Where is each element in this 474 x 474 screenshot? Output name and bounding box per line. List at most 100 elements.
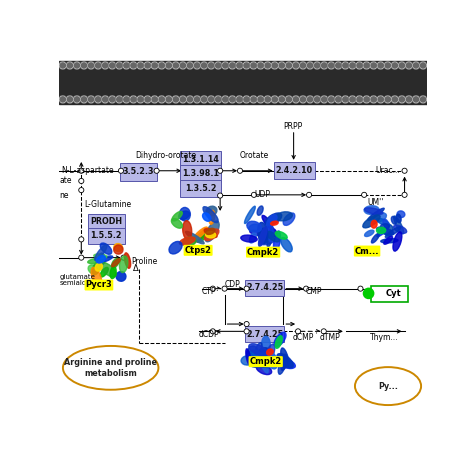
- Ellipse shape: [124, 253, 131, 268]
- Text: UDP: UDP: [254, 191, 270, 200]
- Ellipse shape: [179, 211, 190, 219]
- Circle shape: [82, 97, 87, 102]
- Ellipse shape: [206, 228, 215, 235]
- Circle shape: [251, 63, 256, 68]
- Circle shape: [108, 61, 117, 70]
- Circle shape: [362, 192, 367, 197]
- Circle shape: [391, 61, 399, 70]
- Circle shape: [293, 97, 299, 102]
- Circle shape: [152, 63, 157, 68]
- Ellipse shape: [276, 212, 292, 221]
- Circle shape: [358, 286, 363, 291]
- Circle shape: [391, 95, 399, 104]
- Circle shape: [244, 97, 249, 102]
- Circle shape: [102, 97, 108, 102]
- Circle shape: [348, 95, 356, 104]
- Circle shape: [299, 61, 307, 70]
- Circle shape: [166, 97, 171, 102]
- Circle shape: [362, 95, 371, 104]
- Ellipse shape: [249, 232, 256, 243]
- Circle shape: [164, 95, 173, 104]
- Ellipse shape: [392, 217, 397, 224]
- Circle shape: [369, 61, 378, 70]
- Circle shape: [131, 63, 136, 68]
- Circle shape: [398, 61, 406, 70]
- Circle shape: [364, 97, 369, 102]
- Circle shape: [136, 95, 145, 104]
- Circle shape: [265, 97, 270, 102]
- Text: dTMP: dTMP: [320, 333, 341, 342]
- Circle shape: [235, 95, 244, 104]
- Circle shape: [216, 63, 221, 68]
- Ellipse shape: [204, 229, 217, 237]
- Circle shape: [59, 95, 67, 104]
- Circle shape: [80, 61, 88, 70]
- Circle shape: [343, 97, 348, 102]
- Circle shape: [251, 97, 256, 102]
- Ellipse shape: [271, 221, 278, 225]
- Circle shape: [244, 286, 249, 291]
- Circle shape: [79, 178, 84, 183]
- Circle shape: [124, 97, 129, 102]
- Circle shape: [315, 97, 319, 102]
- Text: 2.7.4.25: 2.7.4.25: [246, 283, 283, 292]
- Circle shape: [378, 97, 383, 102]
- Ellipse shape: [179, 237, 195, 245]
- Ellipse shape: [281, 237, 292, 252]
- Circle shape: [173, 63, 178, 68]
- Circle shape: [399, 97, 404, 102]
- Circle shape: [402, 192, 407, 197]
- Circle shape: [82, 63, 87, 68]
- Circle shape: [271, 95, 279, 104]
- Circle shape: [74, 63, 80, 68]
- Circle shape: [292, 95, 300, 104]
- Ellipse shape: [269, 215, 277, 223]
- Text: Cmpk2: Cmpk2: [250, 357, 282, 366]
- Ellipse shape: [266, 219, 273, 242]
- Circle shape: [194, 63, 200, 68]
- Circle shape: [193, 95, 201, 104]
- FancyBboxPatch shape: [180, 151, 221, 167]
- Ellipse shape: [265, 213, 282, 225]
- Circle shape: [356, 61, 364, 70]
- Ellipse shape: [92, 261, 101, 275]
- Ellipse shape: [112, 258, 119, 268]
- Circle shape: [145, 63, 150, 68]
- Ellipse shape: [262, 215, 273, 229]
- Circle shape: [279, 97, 284, 102]
- Circle shape: [221, 95, 229, 104]
- Ellipse shape: [259, 228, 268, 243]
- Circle shape: [180, 97, 185, 102]
- Circle shape: [278, 61, 286, 70]
- Circle shape: [272, 63, 277, 68]
- Circle shape: [341, 61, 350, 70]
- Text: L-Glutamine: L-Glutamine: [84, 200, 131, 209]
- Circle shape: [376, 61, 385, 70]
- Circle shape: [129, 95, 137, 104]
- Circle shape: [73, 95, 81, 104]
- Circle shape: [348, 61, 356, 70]
- Circle shape: [327, 61, 336, 70]
- Circle shape: [210, 286, 215, 291]
- Ellipse shape: [258, 227, 267, 246]
- Ellipse shape: [257, 206, 263, 215]
- FancyBboxPatch shape: [372, 286, 408, 302]
- Circle shape: [413, 63, 419, 68]
- Circle shape: [94, 95, 102, 104]
- Ellipse shape: [261, 353, 270, 368]
- Text: Urac...: Urac...: [375, 166, 400, 175]
- Circle shape: [278, 95, 286, 104]
- Ellipse shape: [96, 256, 113, 263]
- Text: ne: ne: [59, 191, 69, 200]
- Circle shape: [117, 97, 122, 102]
- Ellipse shape: [180, 208, 191, 221]
- Ellipse shape: [114, 244, 123, 251]
- Ellipse shape: [262, 336, 270, 353]
- Circle shape: [143, 61, 152, 70]
- Ellipse shape: [110, 267, 116, 279]
- Circle shape: [235, 61, 244, 70]
- FancyBboxPatch shape: [180, 180, 221, 197]
- Circle shape: [251, 192, 256, 197]
- Circle shape: [207, 95, 215, 104]
- Ellipse shape: [278, 354, 287, 374]
